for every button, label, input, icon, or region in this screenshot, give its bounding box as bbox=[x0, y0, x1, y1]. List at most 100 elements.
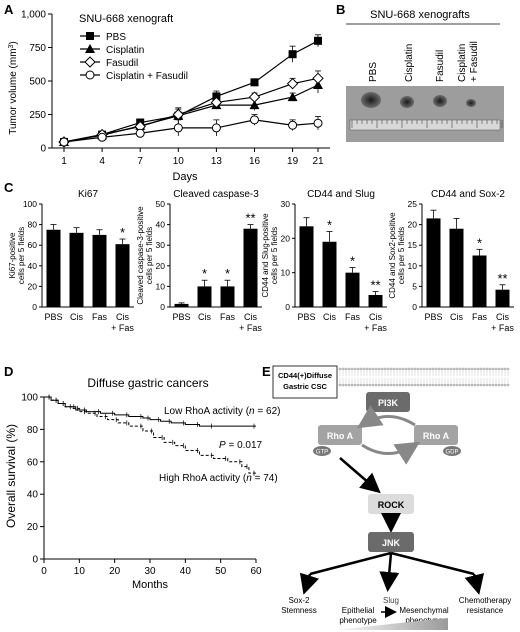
panel-b-lane-cisplatin-2: Cisplatin bbox=[457, 44, 468, 82]
rock-label: ROCK bbox=[378, 500, 405, 510]
panel-b-ruler bbox=[349, 119, 501, 131]
gtp-label: GTP bbox=[316, 450, 328, 456]
membrane-head bbox=[368, 367, 372, 371]
panel-a-xtick-label: 7 bbox=[137, 156, 143, 167]
legend-label: Cisplatin + Fasudil bbox=[106, 71, 188, 82]
panel-c-ylabel: Cleaved caspase-3-positive bbox=[136, 206, 145, 305]
membrane-head bbox=[479, 367, 483, 371]
membrane-head bbox=[368, 383, 372, 387]
membrane-head bbox=[446, 367, 450, 371]
membrane-head bbox=[503, 367, 507, 371]
legend-label: Fasudil bbox=[106, 58, 138, 69]
panel-c-title: Ki67 bbox=[78, 189, 98, 200]
cycle-arrow-top bbox=[356, 405, 416, 429]
panel-a-point bbox=[211, 123, 221, 133]
membrane-head bbox=[485, 367, 489, 371]
gdp-label: GDP bbox=[445, 450, 458, 456]
panel-c-bar bbox=[495, 289, 510, 307]
membrane-head bbox=[482, 383, 486, 387]
membrane-head bbox=[461, 367, 465, 371]
membrane-head bbox=[374, 367, 378, 371]
membrane-head bbox=[443, 367, 447, 371]
stemness-label: Stemness bbox=[281, 606, 317, 615]
panel-c-significance: ** bbox=[245, 211, 255, 226]
membrane-head bbox=[425, 383, 429, 387]
panel-c-category-label: PBS bbox=[44, 312, 62, 322]
membrane-head bbox=[464, 383, 468, 387]
branch-right bbox=[390, 551, 475, 576]
panel-d-ytick-label: 80 bbox=[27, 425, 39, 436]
membrane-head bbox=[413, 367, 417, 371]
tumor-cisplatin bbox=[400, 96, 414, 108]
membrane-head bbox=[380, 383, 384, 387]
membrane-head bbox=[392, 383, 396, 387]
membrane-head bbox=[470, 367, 474, 371]
membrane-head bbox=[491, 367, 495, 371]
panel-c-category-label: Cis bbox=[116, 312, 129, 322]
membrane-head bbox=[422, 383, 426, 387]
membrane-head bbox=[440, 383, 444, 387]
panel-b-lane-fasudil-2: + Fasudil bbox=[469, 41, 480, 82]
membrane-head bbox=[419, 367, 423, 371]
membrane-head bbox=[398, 367, 402, 371]
panel-c-bar bbox=[368, 294, 383, 307]
panel-c-ytick-label: 50 bbox=[156, 199, 166, 209]
membrane-head bbox=[422, 367, 426, 371]
mesenchymal-line1: Mesenchymal bbox=[399, 606, 449, 615]
panel-a-title: SNU-668 xenograft bbox=[79, 13, 173, 25]
panel-c-ytick-label: 10 bbox=[156, 281, 166, 291]
panel-c-bar bbox=[299, 226, 314, 307]
panel-d-high-label: High RhoA activity (n = 74) bbox=[159, 473, 278, 484]
slug-label: Slug bbox=[383, 596, 399, 605]
panel-c-bar bbox=[322, 241, 337, 307]
panel-c-category-label: + Fas bbox=[364, 323, 387, 333]
membrane-head bbox=[353, 383, 357, 387]
panel-c-title: CD44 and Slug bbox=[307, 189, 375, 200]
panel-a-point bbox=[212, 92, 221, 101]
panel-c-ytick-label: 15 bbox=[408, 240, 418, 250]
panel-c-title: CD44 and Sox-2 bbox=[431, 189, 505, 200]
csc-label-line1: CD44(+)Diffuse bbox=[278, 371, 332, 380]
panel-a-point bbox=[288, 120, 298, 130]
membrane-head bbox=[434, 367, 438, 371]
panel-a-point bbox=[59, 137, 69, 147]
membrane-head bbox=[404, 367, 408, 371]
panel-e-pathway-diagram: CD44(+)Diffuse Gastric CSC PI3K Rho A GT… bbox=[272, 365, 511, 630]
panel-a-xtick-label: 16 bbox=[249, 156, 261, 167]
legend-marker bbox=[85, 70, 95, 80]
panel-d-high-curve bbox=[44, 396, 257, 475]
panel-c-ytick-label: 20 bbox=[28, 281, 38, 291]
panel-letter-d: D bbox=[4, 364, 13, 379]
membrane-head bbox=[491, 383, 495, 387]
panel-d-survival-chart: Diffuse gastric cancers Overall survival… bbox=[4, 376, 280, 591]
panel-c-ytick-label: 10 bbox=[281, 268, 291, 278]
panel-c-category-label: Fas bbox=[345, 312, 361, 322]
membrane-head bbox=[344, 383, 348, 387]
panel-b-lane-pbs: PBS bbox=[368, 62, 379, 82]
epithelial-line2: phenotype bbox=[339, 616, 377, 625]
panel-c-ytick-label: 0 bbox=[285, 302, 290, 312]
membrane-head bbox=[431, 367, 435, 371]
panel-a-xlabel: Days bbox=[172, 171, 198, 183]
membrane-head bbox=[365, 383, 369, 387]
membrane-head bbox=[434, 383, 438, 387]
panel-a-point bbox=[210, 96, 223, 109]
arrow-rhoa-to-rock bbox=[339, 457, 381, 494]
membrane-head bbox=[449, 367, 453, 371]
membrane-head bbox=[407, 383, 411, 387]
membrane-head bbox=[359, 367, 363, 371]
rhoa-gdp-node bbox=[414, 425, 458, 445]
panel-d-xtick-label: 20 bbox=[109, 566, 121, 577]
panel-a-point bbox=[250, 78, 259, 87]
membrane-head bbox=[431, 383, 435, 387]
membrane-head bbox=[362, 367, 366, 371]
panel-a-xtick-label: 4 bbox=[99, 156, 105, 167]
arrow-to-slug bbox=[379, 552, 400, 592]
arrow-to-chemo bbox=[464, 573, 485, 595]
panel-c-ylabel: CD44 and Slug-positive bbox=[261, 213, 270, 298]
legend-marker bbox=[84, 56, 96, 68]
membrane-head bbox=[497, 367, 501, 371]
membrane-head bbox=[452, 367, 456, 371]
panel-d-xtick-label: 0 bbox=[41, 566, 47, 577]
chemo-line2: resistance bbox=[467, 606, 504, 615]
